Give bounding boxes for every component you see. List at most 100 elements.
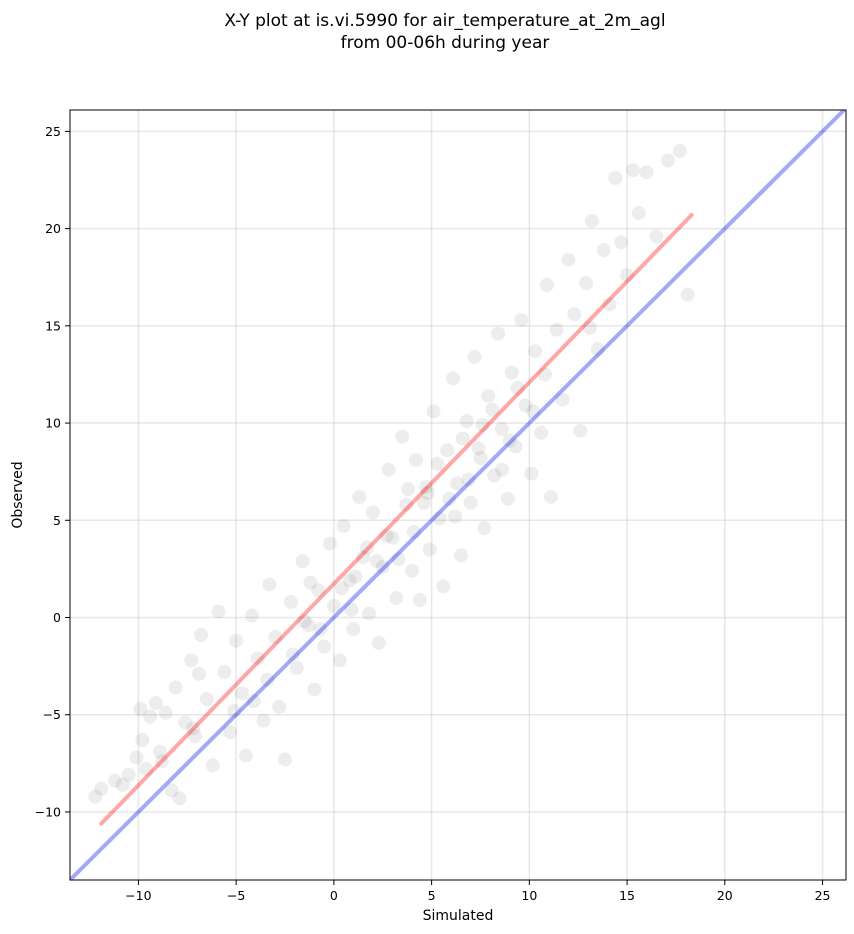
scatter-point-97	[602, 297, 617, 312]
scatter-point-19	[205, 758, 220, 773]
scatter-point-119	[369, 554, 384, 569]
scatter-point-43	[336, 519, 351, 534]
scatter-point-0	[94, 781, 109, 796]
scatter-point-28	[256, 713, 271, 728]
scatter-points	[88, 143, 695, 806]
scatter-point-84	[528, 344, 543, 359]
scatter-point-104	[649, 229, 664, 244]
scatter-point-72	[473, 451, 488, 466]
scatter-point-83	[524, 466, 539, 481]
scatter-point-106	[672, 143, 687, 158]
scatter-point-14	[178, 715, 193, 730]
scatter-point-90	[561, 252, 576, 267]
scatter-point-69	[459, 414, 474, 429]
scatter-point-68	[453, 548, 468, 563]
scatter-point-132	[379, 528, 394, 543]
y-tick-label-2: 0	[53, 610, 61, 625]
scatter-point-86	[539, 278, 554, 292]
scatter-point-80	[508, 439, 523, 454]
scatter-point-131	[348, 569, 363, 584]
scatter-point-76	[491, 326, 506, 341]
scatter-point-49	[365, 505, 380, 520]
scatter-point-112	[303, 575, 318, 590]
scatter-point-65	[440, 443, 455, 458]
y-tick-label-3: 5	[53, 513, 61, 528]
scatter-point-46	[352, 489, 367, 504]
scatter-point-136	[494, 462, 509, 477]
scatter-point-26	[244, 608, 259, 623]
scatter-point-109	[133, 701, 148, 716]
scatter-point-116	[526, 404, 541, 419]
scatter-point-82	[518, 398, 533, 413]
scatter-point-18	[199, 692, 214, 707]
plot-data-layer	[70, 110, 846, 880]
scatter-point-127	[260, 672, 275, 687]
regression-line	[99, 213, 694, 826]
scatter-point-102	[631, 206, 646, 221]
scatter-point-22	[223, 725, 238, 740]
scatter-point-31	[272, 699, 287, 714]
scatter-point-10	[158, 705, 173, 720]
scatter-point-3	[121, 768, 136, 782]
scatter-point-110	[192, 666, 207, 681]
scatter-point-103	[639, 165, 654, 180]
y-tick-label-0: −10	[35, 804, 61, 819]
scatter-point-41	[326, 598, 341, 613]
scatter-point-37	[307, 682, 322, 697]
scatter-point-144	[537, 367, 552, 382]
y-tick-label-7: 25	[45, 124, 61, 139]
scatter-point-129	[186, 721, 201, 736]
scatter-point-138	[297, 614, 312, 629]
scatter-point-111	[246, 694, 261, 709]
scatter-point-126	[285, 647, 300, 662]
scatter-point-101	[625, 163, 640, 178]
scatter-point-56	[399, 497, 414, 512]
axis-ticks: −10 −5 0 5 10 15 20 25 −10 −5 0 5 10 15 20 25	[35, 124, 831, 903]
scatter-point-139	[391, 552, 406, 567]
scatter-point-85	[534, 425, 549, 440]
scatter-point-67	[450, 476, 465, 491]
scatter-point-13	[172, 791, 187, 806]
chart-title-line-1: X-Y plot at is.vi.5990 for air_temperatu…	[224, 11, 665, 31]
scatter-point-61	[422, 542, 437, 557]
scatter-point-54	[389, 591, 404, 606]
scatter-point-137	[334, 581, 349, 596]
scatter-point-93	[579, 276, 594, 291]
scatter-point-44	[342, 573, 357, 588]
scatter-point-39	[317, 639, 332, 654]
scatter-point-32	[278, 752, 293, 767]
scatter-point-70	[463, 495, 478, 510]
x-tick-label-3: 5	[428, 888, 436, 903]
scatter-point-25	[238, 748, 253, 763]
y-tick-label-5: 15	[45, 318, 61, 333]
scatter-point-118	[344, 602, 359, 617]
scatter-point-11	[164, 783, 179, 798]
scatter-point-2	[115, 777, 130, 792]
scatter-point-98	[608, 171, 623, 186]
scatter-point-59	[412, 593, 427, 607]
x-tick-label-1: −5	[227, 888, 245, 903]
scatter-point-117	[582, 320, 597, 335]
scatter-point-29	[262, 577, 277, 592]
scatter-point-52	[381, 462, 396, 477]
scatter-point-30	[268, 629, 283, 644]
scatter-point-35	[295, 554, 310, 569]
scatter-point-64	[436, 579, 451, 594]
scatter-point-115	[471, 441, 486, 456]
x-tick-label-4: 10	[521, 888, 537, 903]
scatter-point-92	[573, 423, 588, 438]
scatter-point-50	[371, 635, 386, 650]
scatter-point-5	[135, 733, 150, 747]
scatter-point-87	[543, 489, 558, 504]
scatter-point-133	[407, 524, 422, 539]
reference-lines	[70, 110, 846, 880]
scatter-point-142	[475, 418, 490, 432]
scatter-point-107	[680, 287, 695, 302]
scatter-point-91	[567, 307, 582, 322]
scatter-point-42	[332, 653, 347, 668]
scatter-point-135	[461, 472, 476, 487]
scatter-point-55	[395, 429, 410, 444]
scatter-point-95	[590, 342, 605, 357]
scatter-point-88	[549, 322, 564, 337]
x-tick-label-2: 0	[330, 888, 338, 903]
